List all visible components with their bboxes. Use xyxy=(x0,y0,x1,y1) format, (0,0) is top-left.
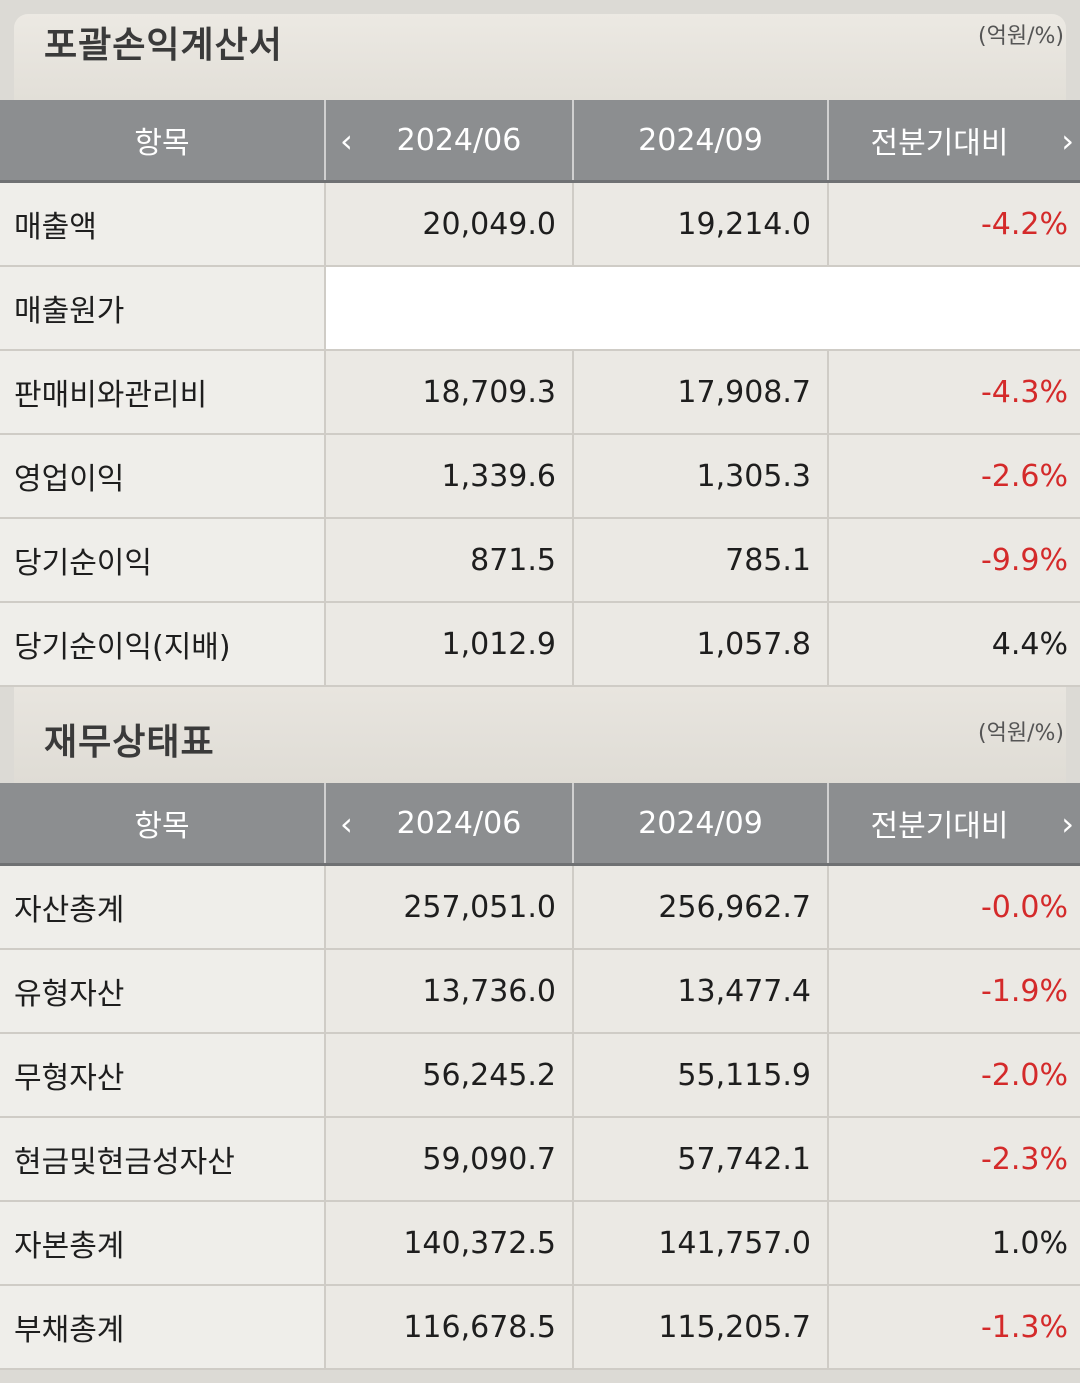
prev-value: 140,372.5 xyxy=(325,1201,574,1286)
table-row: 자본총계 140,372.5 141,757.0 1.0% xyxy=(0,1201,1080,1286)
prev-value: 116,678.5 xyxy=(325,1285,574,1370)
curr-value: 115,205.7 xyxy=(573,1285,829,1370)
table-row: 당기순이익(지배) 1,012.9 1,057.8 4.4% xyxy=(0,602,1080,687)
header-curr-period: 2024/09 xyxy=(573,783,829,866)
change-value: -0.0% xyxy=(828,864,1080,950)
change-value: -2.6% xyxy=(828,434,1080,519)
change-value: -2.3% xyxy=(828,1117,1080,1202)
curr-value: 17,908.7 xyxy=(573,350,829,435)
curr-value: 1,305.3 xyxy=(573,434,829,519)
row-label: 영업이익 xyxy=(0,434,326,519)
header-change[interactable]: 전분기대비 › xyxy=(828,783,1080,866)
chevron-right-icon[interactable]: › xyxy=(1061,122,1074,160)
chevron-right-icon[interactable]: › xyxy=(1061,805,1074,843)
income-section-header: 포괄손익계산서 (억원/%) xyxy=(14,14,1066,100)
prev-value: 1,339.6 xyxy=(325,434,574,519)
row-label: 당기순이익(지배) xyxy=(0,602,326,687)
income-title: 포괄손익계산서 xyxy=(44,25,283,66)
change-value: 4.4% xyxy=(828,602,1080,687)
curr-value: 57,742.1 xyxy=(573,1117,829,1202)
table-row: 판매비와관리비 18,709.3 17,908.7 -4.3% xyxy=(0,350,1080,435)
prev-value: 59,090.7 xyxy=(325,1117,574,1202)
header-prev-label: 2024/06 xyxy=(396,805,522,841)
header-prev-period[interactable]: ‹ 2024/06 xyxy=(325,100,574,183)
row-label: 무형자산 xyxy=(0,1033,326,1118)
table-row: 당기순이익 871.5 785.1 -9.9% xyxy=(0,518,1080,603)
row-label: 매출액 xyxy=(0,181,326,267)
chevron-left-icon[interactable]: ‹ xyxy=(340,805,353,843)
change-value: -4.3% xyxy=(828,350,1080,435)
row-label: 부채총계 xyxy=(0,1285,326,1370)
table-row: 영업이익 1,339.6 1,305.3 -2.6% xyxy=(0,434,1080,519)
header-change-label: 전분기대비 xyxy=(870,126,1009,161)
change-value: -4.2% xyxy=(828,181,1080,267)
curr-value: 141,757.0 xyxy=(573,1201,829,1286)
row-label: 유형자산 xyxy=(0,949,326,1034)
table-row: 무형자산 56,245.2 55,115.9 -2.0% xyxy=(0,1033,1080,1118)
table-row: 자산총계 257,051.0 256,962.7 -0.0% xyxy=(0,864,1080,950)
table-row: 매출액 20,049.0 19,214.0 -4.2% xyxy=(0,181,1080,267)
header-change[interactable]: 전분기대비 › xyxy=(828,100,1080,183)
curr-value: 1,057.8 xyxy=(573,602,829,687)
header-prev-period[interactable]: ‹ 2024/06 xyxy=(325,783,574,866)
income-unit: (억원/%) xyxy=(978,24,1064,49)
income-header-row: 항목 ‹ 2024/06 2024/09 전분기대비 › xyxy=(0,100,1080,183)
change-value: -9.9% xyxy=(828,518,1080,603)
row-label: 자산총계 xyxy=(0,864,326,950)
header-change-label: 전분기대비 xyxy=(870,809,1009,844)
header-curr-period: 2024/09 xyxy=(573,100,829,183)
balance-header-row: 항목 ‹ 2024/06 2024/09 전분기대비 › xyxy=(0,783,1080,866)
row-label: 매출원가 xyxy=(0,266,326,351)
header-prev-label: 2024/06 xyxy=(396,122,522,158)
income-table: 항목 ‹ 2024/06 2024/09 전분기대비 › 매출액 20,049.… xyxy=(0,100,1080,687)
curr-value: 55,115.9 xyxy=(573,1033,829,1118)
prev-value: 1,012.9 xyxy=(325,602,574,687)
prev-value: 18,709.3 xyxy=(325,350,574,435)
table-row: 매출원가 xyxy=(0,266,1080,351)
change-value: -2.0% xyxy=(828,1033,1080,1118)
change-value: -1.3% xyxy=(828,1285,1080,1370)
curr-value: 19,214.0 xyxy=(573,181,829,267)
prev-value: 257,051.0 xyxy=(325,864,574,950)
empty-cells xyxy=(325,266,1080,351)
curr-value: 256,962.7 xyxy=(573,864,829,950)
prev-value: 20,049.0 xyxy=(325,181,574,267)
row-label: 현금및현금성자산 xyxy=(0,1117,326,1202)
prev-value: 56,245.2 xyxy=(325,1033,574,1118)
header-item: 항목 xyxy=(0,783,326,866)
chevron-left-icon[interactable]: ‹ xyxy=(340,122,353,160)
header-item: 항목 xyxy=(0,100,326,183)
table-row: 현금및현금성자산 59,090.7 57,742.1 -2.3% xyxy=(0,1117,1080,1202)
row-label: 당기순이익 xyxy=(0,518,326,603)
table-row: 유형자산 13,736.0 13,477.4 -1.9% xyxy=(0,949,1080,1034)
curr-value: 13,477.4 xyxy=(573,949,829,1034)
change-value: -1.9% xyxy=(828,949,1080,1034)
balance-unit: (억원/%) xyxy=(978,721,1064,746)
balance-title: 재무상태표 xyxy=(44,722,215,763)
balance-section-header: 재무상태표 (억원/%) xyxy=(14,687,1066,783)
prev-value: 871.5 xyxy=(325,518,574,603)
row-label: 판매비와관리비 xyxy=(0,350,326,435)
change-value: 1.0% xyxy=(828,1201,1080,1286)
row-label: 자본총계 xyxy=(0,1201,326,1286)
table-row: 부채총계 116,678.5 115,205.7 -1.3% xyxy=(0,1285,1080,1370)
balance-table: 항목 ‹ 2024/06 2024/09 전분기대비 › 자산총계 257,05… xyxy=(0,783,1080,1370)
curr-value: 785.1 xyxy=(573,518,829,603)
prev-value: 13,736.0 xyxy=(325,949,574,1034)
